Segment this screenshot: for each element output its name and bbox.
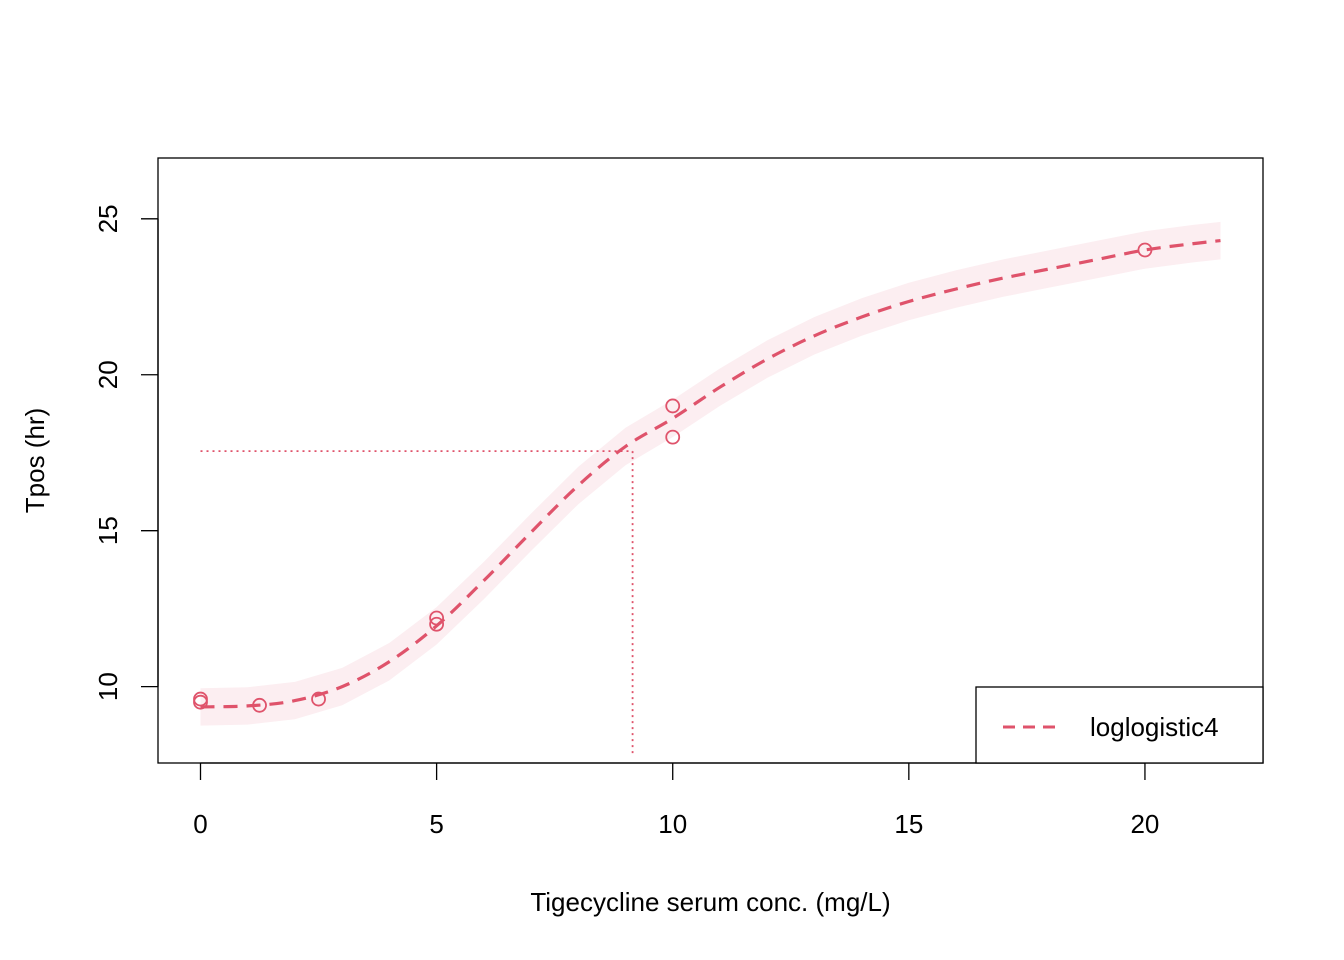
x-tick-label: 5 [429, 809, 443, 839]
data-point [665, 429, 681, 445]
x-tick-label: 10 [658, 809, 687, 839]
y-tick-label: 10 [93, 672, 123, 701]
data-point [665, 398, 681, 414]
x-tick-label: 15 [894, 809, 923, 839]
x-tick-label: 20 [1130, 809, 1159, 839]
reference-lines-layer [200, 450, 634, 756]
fitted-curve-line [200, 239, 1221, 709]
data-point [252, 697, 267, 713]
data-point [429, 610, 445, 626]
y-tick-label: 20 [93, 360, 123, 389]
data-point [1137, 242, 1153, 258]
legend: loglogistic4 [975, 686, 1264, 764]
confidence-band [200, 221, 1221, 726]
legend-label: loglogistic4 [1090, 712, 1219, 742]
y-tick-label: 25 [93, 204, 123, 233]
fitted-curve-layer [200, 239, 1221, 709]
y-tick-label: 15 [93, 516, 123, 545]
legend-box [975, 686, 1264, 764]
data-point [429, 616, 445, 632]
x-axis-label: Tigecycline serum conc. (mg/L) [530, 887, 890, 917]
y-axis-label: Tpos (hr) [20, 408, 50, 513]
confidence-band-layer [200, 221, 1221, 726]
x-tick-label: 0 [193, 809, 207, 839]
data-point [193, 694, 208, 710]
data-point [311, 691, 326, 707]
x-axis: 0 5 10 15 20 [193, 762, 1159, 839]
y-axis: 10 15 20 25 [93, 204, 159, 701]
data-points-layer [193, 242, 1153, 713]
